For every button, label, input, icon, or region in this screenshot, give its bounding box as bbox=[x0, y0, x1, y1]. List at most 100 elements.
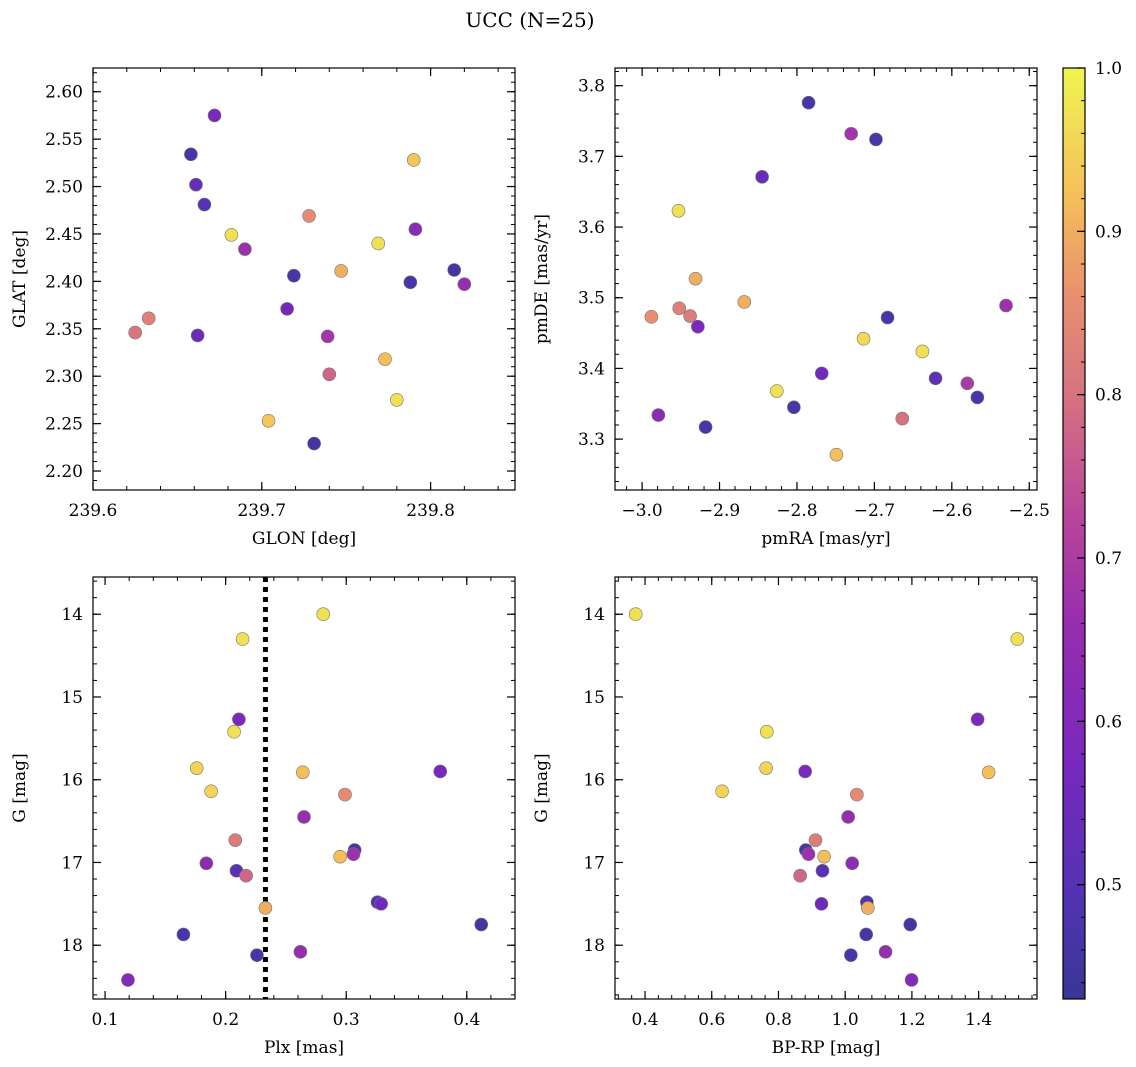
data-point bbox=[815, 863, 830, 878]
x-tick-label: 1.4 bbox=[965, 1010, 992, 1030]
data-point bbox=[238, 242, 252, 256]
y-tick-label: 16 bbox=[583, 771, 605, 791]
data-point bbox=[261, 413, 276, 428]
x-tick-label: 239.8 bbox=[406, 501, 455, 521]
x-tick-label: 0.4 bbox=[632, 1010, 659, 1030]
colorbar-tick-label: 1.0 bbox=[1095, 59, 1122, 79]
colorbar: 0.5 0.6 0.7 0.8 0.9 1.0 bbox=[1062, 59, 1122, 1000]
data-point bbox=[390, 393, 404, 407]
data-point bbox=[199, 856, 214, 871]
data-point bbox=[371, 236, 386, 251]
data-point bbox=[176, 927, 191, 942]
data-point bbox=[770, 384, 784, 398]
y-tick-label: 2.30 bbox=[45, 367, 83, 387]
data-point bbox=[403, 275, 418, 290]
data-point bbox=[683, 309, 697, 323]
data-point bbox=[346, 847, 361, 861]
data-point bbox=[688, 271, 703, 286]
colorbar-tick-label: 0.6 bbox=[1095, 712, 1122, 732]
data-point bbox=[297, 810, 311, 824]
x-tick-label: 1.2 bbox=[898, 1010, 925, 1030]
data-point bbox=[845, 856, 859, 871]
y-tick-label: 2.50 bbox=[45, 178, 83, 198]
x-axis-label: pmRA [mas/yr] bbox=[761, 529, 890, 549]
data-point bbox=[250, 948, 264, 962]
data-point bbox=[808, 833, 823, 847]
axes-frame bbox=[614, 576, 1038, 1000]
data-point bbox=[333, 849, 347, 864]
y-axis-label: GLAT [deg] bbox=[10, 230, 30, 328]
data-point bbox=[814, 366, 829, 381]
data-point bbox=[844, 948, 858, 962]
data-point bbox=[378, 352, 392, 366]
figure-title: UCC (N=25) bbox=[465, 8, 594, 32]
y-tick-label: 17 bbox=[61, 853, 83, 873]
colorbar-tick-label: 0.8 bbox=[1095, 386, 1122, 406]
data-point bbox=[320, 329, 335, 344]
data-point bbox=[691, 319, 705, 334]
x-tick-label: −2.6 bbox=[931, 501, 972, 521]
data-point bbox=[844, 126, 858, 141]
data-point bbox=[903, 917, 918, 932]
data-point bbox=[190, 328, 205, 343]
y-tick-label: 3.8 bbox=[578, 77, 605, 97]
data-point bbox=[295, 765, 310, 780]
x-tick-label: −2.8 bbox=[776, 501, 817, 521]
data-point bbox=[228, 833, 243, 847]
data-point bbox=[878, 945, 893, 959]
data-point bbox=[302, 209, 316, 223]
data-point bbox=[121, 973, 135, 987]
y-tick-label: 3.5 bbox=[578, 289, 605, 309]
y-tick-label: 17 bbox=[583, 853, 605, 873]
data-point bbox=[287, 268, 301, 283]
x-tick-label: 0.2 bbox=[212, 1010, 239, 1030]
data-point bbox=[759, 761, 773, 775]
axes-frame bbox=[92, 67, 516, 491]
x-tick-label: −3.0 bbox=[621, 501, 662, 521]
data-point bbox=[869, 132, 883, 147]
x-tick-label: 0.6 bbox=[698, 1010, 725, 1030]
data-point bbox=[960, 376, 975, 391]
data-point bbox=[970, 390, 985, 405]
data-point bbox=[755, 170, 769, 184]
data-point bbox=[817, 849, 831, 864]
x-axis-label: GLON [deg] bbox=[252, 529, 356, 549]
data-point bbox=[239, 868, 253, 883]
data-point bbox=[1010, 632, 1025, 646]
y-tick-label: 15 bbox=[61, 688, 83, 708]
data-point bbox=[189, 761, 204, 775]
data-point bbox=[814, 897, 829, 911]
data-point bbox=[447, 263, 462, 277]
x-tick-label: 1.0 bbox=[832, 1010, 859, 1030]
colorbar-tick-label: 0.9 bbox=[1095, 222, 1122, 242]
scatter-panel-2: −3.0 −2.9 −2.8 −2.7 −2.6 −2.5 3.3 3.4 3.5 3.6 3.7 3… bbox=[532, 67, 1050, 549]
data-point bbox=[904, 973, 919, 987]
data-point bbox=[644, 310, 659, 324]
data-point bbox=[232, 712, 246, 727]
data-point bbox=[307, 436, 321, 451]
y-tick-label: 14 bbox=[61, 605, 83, 625]
x-tick-label: −2.9 bbox=[699, 501, 740, 521]
data-point bbox=[322, 367, 337, 382]
y-tick-label: 2.55 bbox=[45, 130, 83, 150]
scatter-panel-4: 0.4 0.6 0.8 1.0 1.2 1.4 14 15 16 17 18 BP-RP [mag] G… bbox=[532, 576, 1038, 1058]
data-point bbox=[227, 724, 241, 739]
data-point bbox=[474, 917, 489, 932]
data-point bbox=[970, 712, 985, 727]
data-point bbox=[457, 277, 472, 292]
y-tick-label: 2.45 bbox=[45, 225, 83, 245]
data-point bbox=[334, 264, 348, 278]
data-point bbox=[880, 310, 895, 325]
data-point bbox=[671, 203, 686, 218]
x-tick-label: 0.3 bbox=[333, 1010, 360, 1030]
y-tick-label: 3.3 bbox=[578, 430, 605, 450]
x-tick-label: 0.1 bbox=[92, 1010, 119, 1030]
data-point bbox=[759, 724, 774, 739]
data-point bbox=[928, 371, 943, 386]
y-tick-label: 18 bbox=[583, 936, 605, 956]
colorbar-tick-label: 0.7 bbox=[1095, 549, 1122, 569]
data-point bbox=[628, 607, 643, 622]
data-point bbox=[128, 325, 142, 340]
data-point bbox=[895, 411, 910, 426]
